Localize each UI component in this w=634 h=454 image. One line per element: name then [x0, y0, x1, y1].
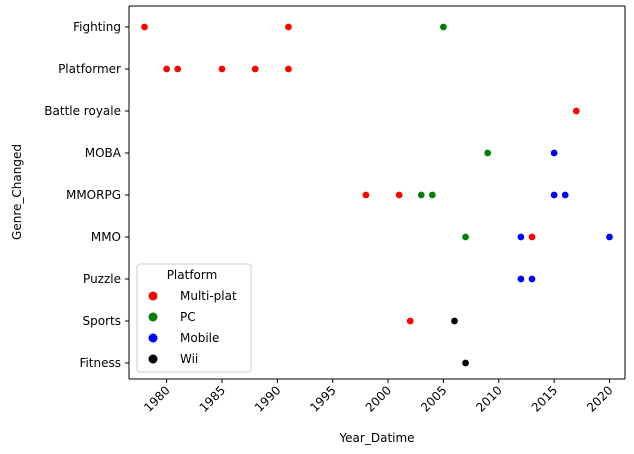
data-point	[517, 275, 525, 283]
data-point	[528, 275, 536, 283]
legend-marker	[148, 312, 158, 322]
legend-marker	[148, 291, 158, 301]
data-point	[450, 317, 459, 325]
data-point	[439, 23, 448, 31]
data-point	[461, 233, 470, 241]
data-point	[140, 23, 149, 31]
data-point	[162, 65, 171, 73]
y-tick-label: Puzzle	[83, 272, 121, 286]
data-point	[406, 317, 415, 325]
y-tick-label: Platformer	[58, 62, 121, 76]
y-tick-label: MOBA	[85, 146, 122, 160]
legend-frame	[136, 263, 252, 373]
legend-entries: Multi-plat PC Mobile Wii	[148, 289, 237, 366]
y-tick-label: Sports	[83, 314, 121, 328]
y-tick-label: Fitness	[79, 356, 121, 370]
y-axis-title: Genre_Changed	[10, 144, 24, 240]
data-point	[417, 191, 426, 199]
x-axis-title: Year_Datime	[338, 431, 414, 445]
legend-title: Platform	[167, 268, 218, 282]
data-point	[605, 233, 614, 241]
data-point	[173, 65, 182, 73]
data-point	[528, 233, 536, 241]
data-point	[218, 65, 226, 73]
data-point	[561, 191, 570, 199]
y-tick-label: Fighting	[73, 20, 121, 34]
x-tick-label: 1980	[141, 383, 172, 414]
data-point	[550, 149, 558, 157]
x-tick-label: 2005	[418, 383, 449, 414]
legend-marker	[148, 333, 158, 343]
data-point	[284, 23, 293, 31]
data-point	[461, 359, 470, 367]
legend-marker	[148, 354, 158, 364]
x-ticks: 1980 1985 1990 1995 2000 2005 2010 2015 2020	[141, 379, 616, 415]
x-tick-label: 2010	[473, 383, 504, 414]
y-tick-label: MMO	[91, 230, 121, 244]
x-tick-label: 2015	[529, 383, 560, 414]
legend-label: Mobile	[180, 331, 219, 345]
data-point	[550, 191, 558, 199]
data-point	[362, 191, 370, 199]
x-tick-label: 1985	[197, 383, 228, 414]
legend: Platform Multi-plat PC Mobile Wii	[136, 263, 252, 373]
legend-label: PC	[180, 310, 196, 324]
x-tick-label: 2020	[584, 383, 615, 414]
x-tick-label: 1995	[307, 383, 338, 414]
data-point	[572, 107, 581, 115]
data-point	[284, 65, 293, 73]
x-tick-label: 2000	[363, 383, 394, 414]
legend-label: Wii	[180, 352, 198, 366]
y-tick-label: Battle royale	[44, 104, 121, 118]
data-point	[395, 191, 403, 199]
y-tick-label: MMORPG	[66, 188, 121, 202]
data-point	[483, 149, 492, 157]
points-layer	[140, 23, 614, 367]
y-ticks: Fighting Platformer Battle royale MOBA MMORP…	[44, 20, 129, 370]
legend-label: Multi-plat	[180, 289, 237, 303]
data-point	[517, 233, 525, 241]
x-tick-label: 1990	[252, 383, 283, 414]
axes-layer	[128, 5, 626, 380]
data-point	[251, 65, 260, 73]
data-point	[428, 191, 437, 199]
